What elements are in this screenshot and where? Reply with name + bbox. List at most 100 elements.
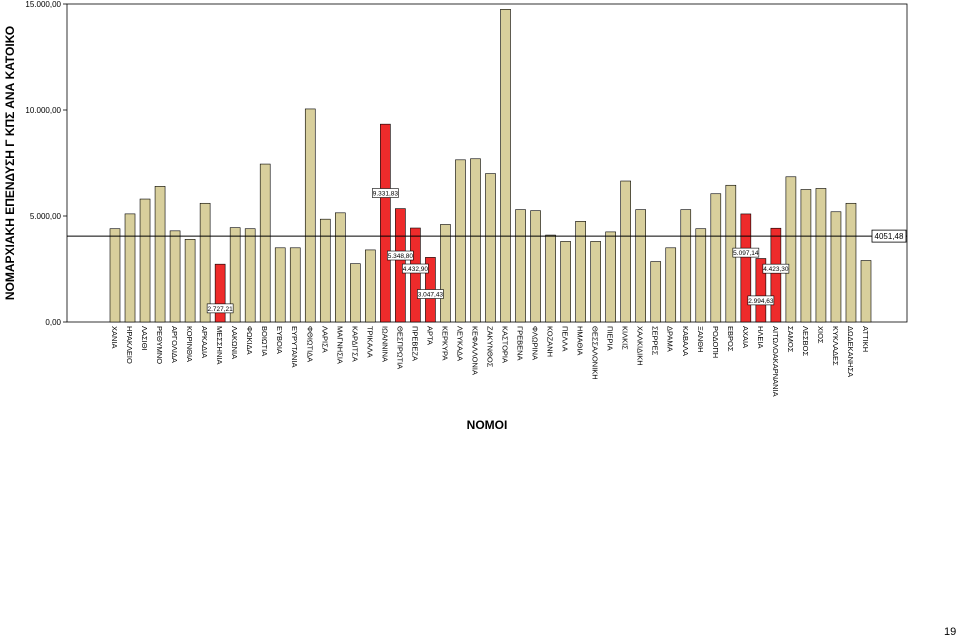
bar [665, 247, 677, 323]
bar [214, 263, 226, 323]
page-number: 19 [944, 626, 957, 638]
x-tick-label: ΧΑΛΚΙΔΙΚΗ [636, 326, 645, 366]
x-tick-label: ΠΕΛΛΑ [561, 326, 570, 351]
bar [755, 258, 767, 323]
bar [410, 227, 421, 323]
bar [800, 189, 812, 323]
bar [229, 227, 241, 323]
bar [319, 218, 331, 323]
x-tick-label: ΛΑΣΙΘΙ [140, 326, 149, 351]
bar [530, 210, 541, 323]
bar [830, 211, 842, 323]
bar [124, 213, 136, 323]
y-axis-title: ΝΟΜΑΡΧΙΑΚΗ ΕΠΕΝΔΥΣΗ Γ ΚΠΣ ΑΝΑ ΚΑΤΟΙΚΟ [3, 26, 17, 300]
x-tick-label: ΚΙΛΚΙΣ [621, 326, 630, 350]
data-label-box [387, 250, 414, 261]
x-tick-label: ΑΡΤΑ [425, 326, 434, 345]
data-label: 4.423,30 [763, 266, 789, 273]
x-tick-label: ΗΛΕΙΑ [756, 326, 765, 349]
x-tick-label: ΛΑΚΩΝΙΑ [230, 326, 239, 359]
x-tick-label: ΕΒΡΟΣ [726, 326, 735, 352]
x-tick-label: ΗΜΑΘΙΑ [576, 326, 585, 355]
bar [650, 261, 662, 323]
data-label-box [762, 263, 790, 274]
data-label: 5.348,80 [388, 253, 414, 260]
data-label: 9.331,83 [373, 191, 399, 198]
x-tick-label: ΚΑΡΔΙΤΣΑ [350, 326, 359, 362]
bar [274, 247, 286, 323]
x-tick-label: ΦΩΚΙΔΑ [245, 326, 254, 355]
x-tick-label: ΓΡΕΒΕΝΑ [516, 326, 525, 361]
x-tick-label: ΜΑΓΝΗΣΙΑ [335, 326, 344, 364]
x-tick-label: ΕΥΒΟΙΑ [275, 326, 284, 354]
bar [139, 198, 151, 323]
bar [575, 221, 586, 323]
reference-line-label-box [871, 229, 907, 243]
x-tick-label: ΛΕΣΒΟΣ [801, 326, 810, 356]
bar [680, 209, 692, 323]
x-tick-label: ΛΑΡΙΣΑ [320, 326, 329, 353]
x-tick-label: ΘΕΣΣΑΛΟΝΙΚΗ [591, 326, 600, 380]
x-tick-label: ΗΡΑΚΛΕΙΟ [125, 326, 134, 364]
data-label-box [372, 188, 399, 198]
data-label-box [402, 263, 429, 274]
data-label: 2.994,63 [748, 298, 774, 305]
y-tick-label: 0,00 [45, 318, 61, 327]
bar [365, 249, 376, 323]
data-label-box [732, 247, 760, 258]
x-tick-label: ΦΘΙΩΤΙΔΑ [305, 326, 314, 362]
x-tick-label: ΚΟΡΙΝΘΙΑ [185, 326, 194, 362]
data-label-box [747, 295, 775, 306]
bar [770, 227, 782, 323]
x-tick-label: ΚΕΡΚΥΡΑ [440, 326, 449, 360]
bar [304, 108, 316, 323]
bar [740, 213, 752, 323]
bar [710, 193, 722, 323]
data-label: 4.432,90 [403, 266, 429, 273]
bars [109, 9, 872, 323]
bar [845, 202, 857, 323]
y-tick-label: 5.000,00 [30, 212, 62, 221]
data-label-box [206, 303, 234, 314]
bar [500, 9, 511, 323]
y-axis: 0,00 5.000,00 10.000,00 15.000,00 [25, 0, 67, 327]
bar [620, 180, 631, 323]
x-tick-label: ΚΕΦΑΛΛΟΝΙΑ [470, 326, 479, 375]
data-labels: 2.727,21 9.331,83 5.348,80 4.432,90 3.047,43… [206, 188, 790, 314]
bar [605, 231, 616, 323]
bar [815, 188, 827, 323]
bar [590, 241, 601, 323]
bar [259, 163, 271, 323]
bar [350, 263, 361, 323]
x-tick-label: ΦΛΩΡΙΝΑ [531, 326, 540, 360]
data-label: 3.047,43 [418, 292, 444, 299]
y-tick-label: 15.000,00 [25, 0, 61, 9]
x-tick-label: ΑΙΤΩΛΟΑΚΑΡΝΑΝΙΑ [771, 326, 780, 397]
bar [169, 230, 181, 323]
bar [199, 202, 211, 323]
bar [470, 158, 481, 323]
bar [695, 228, 707, 323]
data-label: 2.727,21 [207, 306, 233, 313]
bar [635, 209, 647, 323]
x-tick-label: ΘΕΣΠΡΩΤΙΑ [395, 326, 404, 369]
x-tick-label: ΚΑΒΑΛΑ [681, 326, 690, 356]
x-tick-label: ΡΕΘΥΜΝΟ [155, 326, 164, 364]
x-tick-label: ΙΩΑΝΝΙΝΑ [380, 326, 389, 362]
x-tick-label: ΣΕΡΡΕΣ [651, 326, 660, 356]
bar [334, 212, 346, 323]
bar [860, 260, 872, 323]
x-tick-label: ΚΟΖΑΝΗ [546, 326, 555, 357]
x-tick-label: ΠΙΕΡΙΑ [606, 326, 615, 351]
x-tick-label: ΞΑΝΘΗ [696, 326, 705, 353]
x-tick-label: ΧΙΟΣ [816, 326, 825, 344]
reference-line-group: 4051,48 [67, 229, 907, 243]
bar [440, 224, 451, 323]
x-tick-label: ΑΡΚΑΔΙΑ [200, 326, 209, 358]
bar [515, 209, 526, 323]
bar [560, 241, 571, 323]
x-tick-label: ΜΕΣΣΗΝΙΑ [215, 326, 224, 364]
x-tick-label: ΖΑΚΥΝΘΟΣ [486, 326, 495, 368]
x-tick-label: ΚΑΣΤΟΡΙΑ [501, 326, 510, 363]
